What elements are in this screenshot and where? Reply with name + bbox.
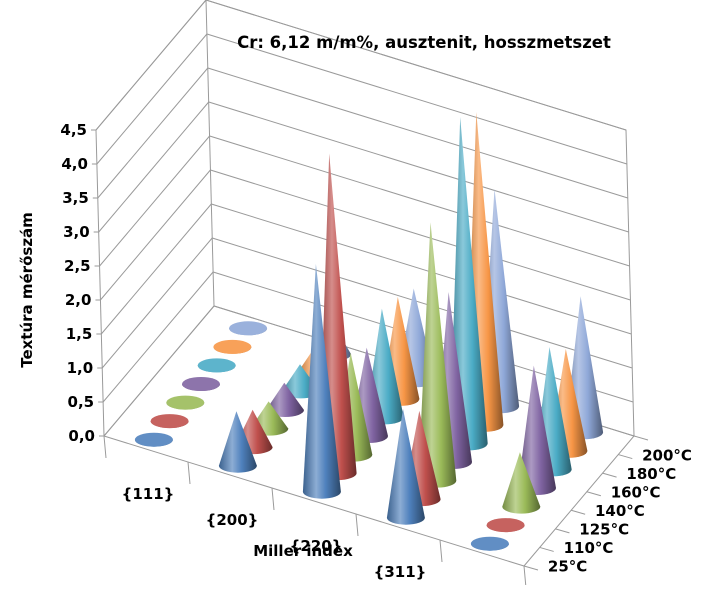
x-axis-title: Miller index (253, 542, 353, 560)
cone (502, 452, 541, 514)
gridline (96, 33, 628, 165)
x-tick-label: {200} (206, 511, 259, 529)
cone (134, 432, 173, 447)
cone (449, 117, 488, 451)
chart-title: Cr: 6,12 m/m%, ausztenit, hosszmetszet (237, 33, 611, 52)
chart-cones (134, 112, 604, 551)
series-label: 110°C (564, 539, 614, 557)
y-axis-title: Textúra mérőszám (18, 212, 36, 368)
cone (418, 222, 457, 488)
cone (229, 321, 268, 336)
gridline (99, 135, 630, 267)
y-tick-label: 0,0 (68, 427, 95, 445)
x-tick-label: {111} (122, 485, 175, 503)
y-tick-label: 2,0 (65, 291, 92, 309)
gridline (98, 101, 629, 233)
cone (182, 377, 220, 391)
cone (218, 411, 257, 473)
x-tick-label: {220} (290, 537, 343, 555)
gridline (100, 169, 631, 301)
y-tick-label: 4,0 (61, 155, 88, 173)
gridline (97, 67, 628, 199)
cone (197, 358, 236, 373)
series-label: 25°C (548, 558, 587, 576)
cone (470, 536, 509, 551)
cone (302, 263, 341, 499)
gridline (95, 0, 627, 131)
y-tick-label: 0,5 (68, 393, 95, 411)
series-label: 200°C (642, 446, 692, 464)
series-label: 140°C (595, 502, 645, 520)
cone (486, 518, 525, 533)
cone (150, 414, 189, 429)
cone (386, 408, 425, 525)
cone (266, 382, 304, 417)
chart-labels: 0,0 0,5 1,0 1,5 2,0 2,5 3,0 3,5 4,0 4,5 {111} {200}… (60, 121, 692, 581)
y-tick-label: 2,5 (64, 257, 91, 275)
chart-floor (103, 305, 649, 589)
y-tick-label: 3,5 (62, 189, 89, 207)
y-tick-label: 3,0 (63, 223, 90, 241)
series-label: 125°C (579, 521, 629, 539)
x-tick-label: {311} (374, 563, 427, 581)
cone (213, 339, 252, 354)
series-label: 160°C (611, 483, 661, 501)
series-label: 180°C (626, 465, 676, 483)
cone (518, 365, 556, 495)
y-tick-label: 1,0 (67, 359, 94, 377)
y-tick-label: 1,5 (66, 325, 93, 343)
cone (166, 395, 205, 410)
y-tick-label: 4,5 (60, 121, 87, 139)
gridline (101, 237, 633, 369)
gridline (100, 203, 632, 335)
